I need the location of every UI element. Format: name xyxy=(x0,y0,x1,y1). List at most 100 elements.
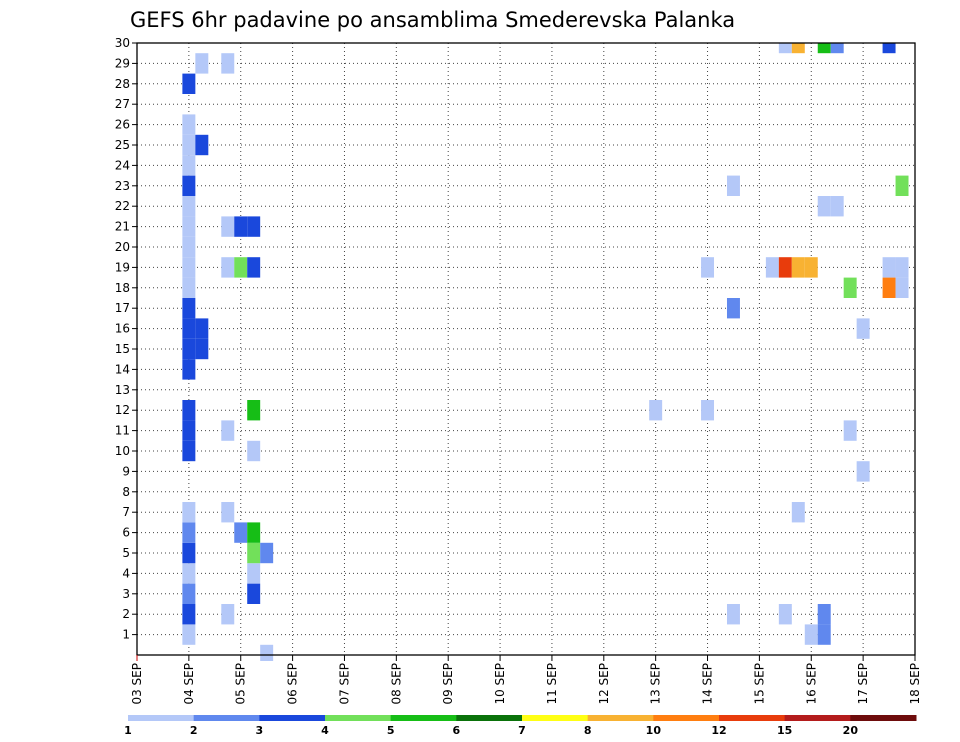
y-tick-label: 10 xyxy=(115,444,130,458)
legend-label: 5 xyxy=(387,724,395,737)
precip-cell xyxy=(182,196,196,217)
legend-swatch xyxy=(390,715,457,721)
y-tick-label: 11 xyxy=(115,424,130,438)
precip-cell xyxy=(182,604,196,625)
precip-cell xyxy=(701,257,715,278)
precip-cell xyxy=(182,338,196,360)
x-tick-label: 16 SEP xyxy=(804,663,818,705)
y-tick-label: 25 xyxy=(115,138,130,152)
precip-cell xyxy=(221,502,235,523)
data-cells xyxy=(182,43,909,661)
legend-swatch xyxy=(850,715,917,721)
x-tick-label: 14 SEP xyxy=(701,663,715,705)
y-tick-label: 18 xyxy=(115,281,130,295)
legend-label: 10 xyxy=(646,724,662,737)
y-tick-label: 4 xyxy=(122,566,130,580)
legend-swatch xyxy=(522,715,589,721)
y-tick-label: 24 xyxy=(115,158,130,172)
legend-label: 2 xyxy=(190,724,198,737)
y-tick-label: 20 xyxy=(115,240,130,254)
precip-cell xyxy=(817,604,831,625)
precip-cell xyxy=(182,236,196,258)
x-tick-label: 06 SEP xyxy=(286,663,300,705)
y-tick-label: 8 xyxy=(122,485,130,499)
precip-cell xyxy=(195,318,209,339)
precip-cell xyxy=(182,216,196,237)
x-tick-label: 18 SEP xyxy=(908,663,922,705)
precip-cell xyxy=(195,134,209,156)
precip-cell xyxy=(804,624,818,645)
precip-cell xyxy=(247,216,261,237)
precip-cell xyxy=(843,420,857,441)
precip-cell xyxy=(804,257,818,278)
legend-label: 4 xyxy=(321,724,329,737)
precip-cell xyxy=(895,257,909,278)
y-tick-label: 28 xyxy=(115,77,130,91)
y-tick-label: 22 xyxy=(115,199,130,213)
precip-cell xyxy=(843,277,857,298)
precip-cell xyxy=(182,257,196,278)
precip-cell xyxy=(182,420,196,441)
x-tick-label: 13 SEP xyxy=(649,663,663,705)
precip-cell xyxy=(778,604,792,625)
precip-cell xyxy=(221,420,235,441)
precip-cell xyxy=(856,461,870,482)
precip-cell xyxy=(726,298,740,319)
precip-cell xyxy=(817,196,831,217)
precip-cell xyxy=(182,400,196,421)
precip-cell xyxy=(221,216,235,237)
x-tick-label: 09 SEP xyxy=(441,663,455,705)
legend-label: 7 xyxy=(518,724,526,737)
legend-swatch xyxy=(193,715,260,721)
precip-cell xyxy=(882,43,896,54)
x-tick-label: 17 SEP xyxy=(856,663,870,705)
precip-cell xyxy=(182,359,196,380)
x-tick-label: 10 SEP xyxy=(493,663,507,705)
legend-label: 3 xyxy=(256,724,264,737)
legend-swatch xyxy=(259,715,326,721)
precip-cell xyxy=(234,522,248,543)
y-tick-label: 19 xyxy=(115,260,130,274)
precip-cell xyxy=(817,624,831,645)
x-axis: 03 SEP 04 SEP 05 SEP 06 SEP 07 SEP 08 SEP 09 S… xyxy=(130,655,922,705)
legend-label: 6 xyxy=(453,724,461,737)
precip-cell xyxy=(882,257,896,278)
precip-cell xyxy=(234,216,248,237)
precip-cell xyxy=(649,400,663,421)
y-tick-label: 1 xyxy=(122,628,130,642)
precip-cell xyxy=(260,644,274,661)
x-tick-label: 05 SEP xyxy=(234,663,248,705)
precip-cell xyxy=(182,502,196,523)
precip-cell xyxy=(182,563,196,584)
precip-cell xyxy=(195,53,209,74)
x-tick-label: 03 SEP xyxy=(130,663,144,705)
legend-swatch xyxy=(587,715,654,721)
y-tick-label: 17 xyxy=(115,301,130,315)
legend-label: 8 xyxy=(584,724,592,737)
x-tick-label: 11 SEP xyxy=(545,663,559,705)
legend-swatch xyxy=(456,715,523,721)
precip-cell xyxy=(182,318,196,339)
precip-cell xyxy=(247,400,261,421)
precip-cell xyxy=(182,277,196,298)
precip-cell xyxy=(182,155,196,176)
y-tick-label: 26 xyxy=(115,118,130,132)
y-tick-label: 30 xyxy=(115,36,130,50)
legend-label: 15 xyxy=(777,724,792,737)
y-tick-label: 7 xyxy=(122,505,130,519)
precip-cell xyxy=(182,522,196,543)
precip-cell xyxy=(726,604,740,625)
precip-cell xyxy=(765,257,779,278)
precip-cell xyxy=(182,73,196,94)
legend-label: 1 xyxy=(124,724,132,737)
x-tick-label: 15 SEP xyxy=(752,663,766,705)
precip-cell xyxy=(247,440,261,462)
legend-swatch xyxy=(128,715,195,721)
precip-cell xyxy=(182,440,196,462)
precip-cell xyxy=(701,400,715,421)
x-tick-label: 08 SEP xyxy=(389,663,403,705)
legend-label: 20 xyxy=(843,724,859,737)
precip-cell xyxy=(182,624,196,645)
precip-cell xyxy=(182,114,196,135)
